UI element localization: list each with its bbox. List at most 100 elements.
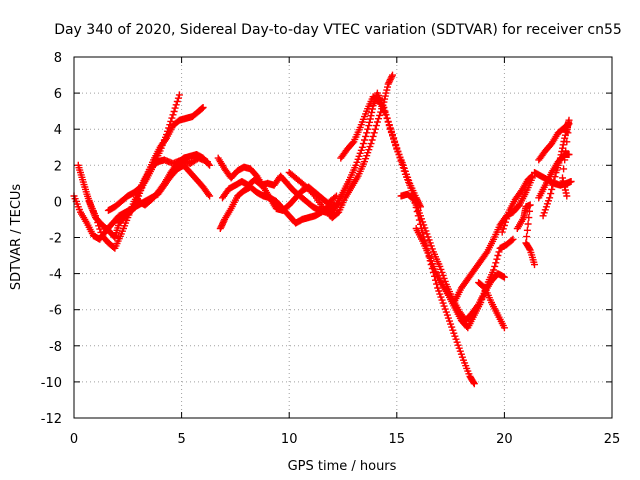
data-point bbox=[162, 136, 169, 144]
y-tick-label: 4 bbox=[54, 123, 62, 138]
y-tick-label: -10 bbox=[41, 376, 62, 391]
data-point bbox=[499, 225, 507, 233]
y-tick-label: 6 bbox=[54, 87, 62, 102]
data-point bbox=[524, 220, 532, 228]
data-point bbox=[390, 134, 398, 142]
data-point bbox=[393, 144, 401, 152]
data-point bbox=[372, 122, 380, 130]
data-point bbox=[169, 111, 177, 119]
data-point bbox=[386, 124, 394, 132]
data-point bbox=[391, 137, 399, 145]
y-tick-label: -12 bbox=[41, 412, 62, 427]
data-point bbox=[397, 157, 405, 165]
data-point bbox=[550, 177, 558, 185]
data-point bbox=[563, 138, 571, 146]
data-point bbox=[482, 249, 490, 257]
data-point bbox=[523, 226, 531, 234]
data-point bbox=[502, 218, 509, 226]
series-arc-q bbox=[513, 201, 538, 269]
y-axis-label: SDTVAR / TECUs bbox=[9, 184, 24, 291]
data-point bbox=[567, 178, 575, 185]
data-point bbox=[384, 117, 392, 125]
series-arc-h bbox=[214, 154, 340, 214]
data-point bbox=[551, 173, 559, 181]
data-point bbox=[448, 323, 456, 331]
data-point bbox=[409, 195, 417, 203]
data-point bbox=[173, 98, 181, 105]
data-point bbox=[362, 132, 370, 140]
data-point bbox=[500, 222, 508, 229]
data-point bbox=[547, 190, 555, 198]
data-point bbox=[400, 167, 408, 175]
data-point bbox=[349, 139, 357, 147]
data-point bbox=[561, 156, 569, 164]
x-tick-label: 20 bbox=[496, 432, 513, 447]
data-point bbox=[525, 214, 533, 222]
data-point bbox=[370, 129, 378, 137]
data-point bbox=[172, 101, 180, 109]
data-point bbox=[396, 154, 404, 162]
data-point bbox=[492, 259, 500, 267]
data-point bbox=[549, 181, 557, 189]
data-point bbox=[526, 201, 534, 209]
y-tick-labels: -12 -10 -8 -6 -4 -2 0 2 4 6 8 bbox=[41, 51, 62, 427]
data-point bbox=[387, 127, 395, 135]
data-point bbox=[175, 91, 183, 99]
data-point bbox=[508, 236, 516, 244]
data-point bbox=[95, 222, 103, 230]
data-point bbox=[373, 118, 381, 126]
data-point bbox=[500, 324, 508, 332]
data-point bbox=[366, 118, 373, 126]
plot-frame bbox=[73, 56, 613, 419]
data-point bbox=[495, 248, 503, 256]
data-point bbox=[367, 140, 375, 148]
data-point bbox=[376, 111, 384, 119]
chart-title: Day 340 of 2020, Sidereal Day-to-day VTE… bbox=[54, 22, 622, 38]
data-point bbox=[368, 136, 376, 144]
data-points bbox=[70, 71, 575, 388]
data-point bbox=[383, 114, 391, 122]
data-point bbox=[361, 136, 368, 144]
data-point bbox=[531, 261, 538, 269]
data-point bbox=[392, 141, 400, 148]
data-point bbox=[504, 212, 512, 219]
data-point bbox=[398, 160, 406, 168]
data-point bbox=[560, 165, 568, 173]
series-arc-b bbox=[74, 154, 211, 241]
x-tick-label: 10 bbox=[281, 432, 298, 447]
data-point bbox=[96, 225, 104, 233]
series-arc-u bbox=[535, 120, 573, 200]
series-arc-d bbox=[104, 104, 207, 214]
data-point bbox=[205, 160, 212, 168]
data-point bbox=[205, 191, 212, 198]
data-point bbox=[170, 108, 178, 115]
data-point bbox=[395, 151, 403, 158]
data-point bbox=[565, 120, 573, 128]
series-arc-n bbox=[451, 174, 536, 305]
data-point bbox=[500, 273, 508, 281]
x-axis-label: GPS time / hours bbox=[288, 459, 397, 474]
data-point bbox=[389, 131, 396, 139]
data-point bbox=[97, 228, 105, 236]
data-point bbox=[375, 115, 382, 123]
data-point bbox=[548, 185, 556, 193]
y-tick-label: -8 bbox=[49, 340, 62, 355]
x-tick-label: 0 bbox=[70, 432, 78, 447]
grid-lines bbox=[74, 57, 612, 418]
y-tick-label: 2 bbox=[54, 159, 62, 174]
data-point bbox=[408, 187, 416, 195]
data-point bbox=[490, 266, 498, 274]
series-arc-o bbox=[475, 279, 508, 332]
data-point bbox=[382, 111, 390, 119]
data-point bbox=[94, 219, 102, 226]
series-arc-i bbox=[285, 71, 396, 222]
data-point bbox=[369, 132, 377, 140]
data-point bbox=[399, 164, 407, 172]
y-tick-label: 0 bbox=[54, 195, 62, 210]
data-point bbox=[93, 215, 101, 223]
data-point bbox=[563, 192, 571, 200]
data-point bbox=[92, 212, 99, 220]
data-point bbox=[546, 194, 554, 202]
data-point bbox=[503, 215, 511, 223]
